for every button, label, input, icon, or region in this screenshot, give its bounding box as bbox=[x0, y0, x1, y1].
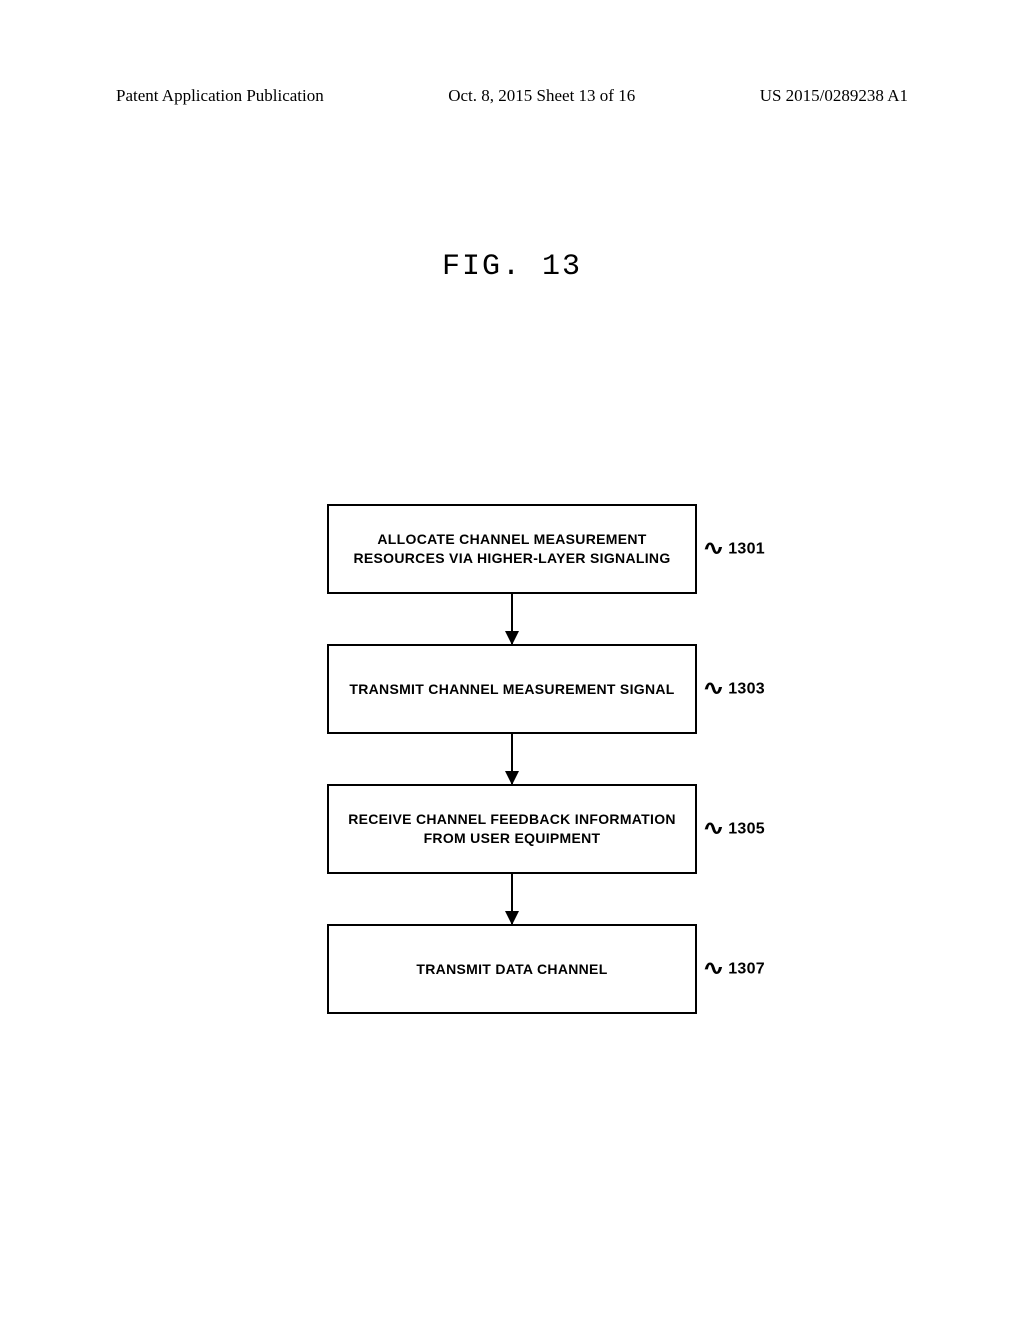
arrowhead-icon bbox=[505, 911, 519, 925]
step-text: TRANSMIT DATA CHANNEL bbox=[416, 960, 607, 979]
patent-header: Patent Application Publication Oct. 8, 2… bbox=[116, 86, 908, 106]
step-id: 1305 bbox=[728, 818, 765, 840]
step-box-1301: ALLOCATE CHANNEL MEASUREMENT RESOURCES V… bbox=[327, 504, 697, 594]
tilde-icon: ∿ bbox=[703, 536, 725, 563]
header-left-text: Patent Application Publication bbox=[116, 86, 324, 106]
header-mid-text: Oct. 8, 2015 Sheet 13 of 16 bbox=[448, 86, 635, 106]
step-text: RECEIVE CHANNEL FEEDBACK INFORMATION FRO… bbox=[347, 810, 677, 848]
step-id: 1303 bbox=[728, 678, 765, 700]
flow-step: RECEIVE CHANNEL FEEDBACK INFORMATION FRO… bbox=[327, 784, 697, 874]
header-right-text: US 2015/0289238 A1 bbox=[760, 86, 908, 106]
flow-connector bbox=[511, 874, 513, 924]
step-box-1303: TRANSMIT CHANNEL MEASUREMENT SIGNAL ∿ 13… bbox=[327, 644, 697, 734]
flow-connector bbox=[511, 594, 513, 644]
arrowhead-icon bbox=[505, 771, 519, 785]
flow-step: TRANSMIT DATA CHANNEL ∿ 1307 bbox=[327, 924, 697, 1014]
flow-step: TRANSMIT CHANNEL MEASUREMENT SIGNAL ∿ 13… bbox=[327, 644, 697, 734]
tilde-icon: ∿ bbox=[703, 816, 725, 843]
flow-connector bbox=[511, 734, 513, 784]
arrowhead-icon bbox=[505, 631, 519, 645]
step-label: ∿ 1301 bbox=[705, 536, 765, 563]
step-text: ALLOCATE CHANNEL MEASUREMENT RESOURCES V… bbox=[347, 530, 677, 568]
step-label: ∿ 1305 bbox=[705, 816, 765, 843]
step-box-1305: RECEIVE CHANNEL FEEDBACK INFORMATION FRO… bbox=[327, 784, 697, 874]
tilde-icon: ∿ bbox=[703, 676, 725, 703]
step-id: 1301 bbox=[728, 538, 765, 560]
step-text: TRANSMIT CHANNEL MEASUREMENT SIGNAL bbox=[349, 680, 674, 699]
step-label: ∿ 1303 bbox=[705, 676, 765, 703]
page: Patent Application Publication Oct. 8, 2… bbox=[0, 0, 1024, 1320]
tilde-icon: ∿ bbox=[703, 956, 725, 983]
step-label: ∿ 1307 bbox=[705, 956, 765, 983]
step-box-1307: TRANSMIT DATA CHANNEL ∿ 1307 bbox=[327, 924, 697, 1014]
flowchart: ALLOCATE CHANNEL MEASUREMENT RESOURCES V… bbox=[0, 504, 1024, 1014]
step-id: 1307 bbox=[728, 958, 765, 980]
flow-step: ALLOCATE CHANNEL MEASUREMENT RESOURCES V… bbox=[327, 504, 697, 594]
figure-title: FIG. 13 bbox=[0, 250, 1024, 284]
